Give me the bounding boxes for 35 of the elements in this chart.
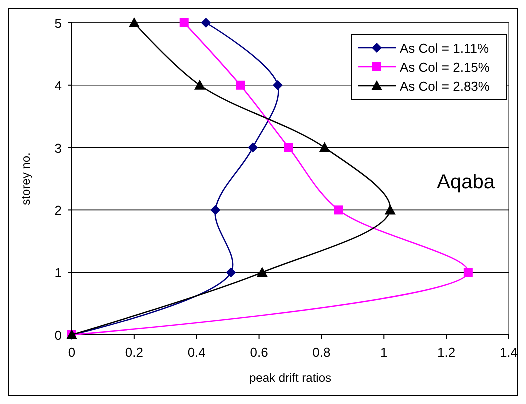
y-tick-label: 3 <box>54 140 62 156</box>
x-tick-label: 0.2 <box>125 345 144 360</box>
point <box>256 267 268 278</box>
x-tick-label: 0 <box>68 345 76 360</box>
y-axis-title: storey no. <box>19 152 33 206</box>
legend-label: As Col = 1.11% <box>400 41 490 56</box>
point <box>210 205 221 216</box>
point <box>273 80 284 90</box>
x-tick-label: 1.4 <box>500 345 518 360</box>
y-tick-label: 0 <box>54 328 62 343</box>
point <box>128 18 140 28</box>
x-tick-label: 0.4 <box>188 345 206 360</box>
y-tick-label: 1 <box>54 266 62 281</box>
y-tick-label: 4 <box>54 78 62 94</box>
point <box>464 268 473 278</box>
point <box>194 80 206 90</box>
point <box>226 268 236 278</box>
point <box>180 18 189 28</box>
point <box>284 143 294 152</box>
point <box>248 142 258 153</box>
point <box>201 18 212 28</box>
point <box>384 204 396 215</box>
x-tick-label: 0.6 <box>250 345 268 360</box>
x-axis-title: peak drift ratios <box>249 371 332 385</box>
y-tick-label: 2 <box>54 203 62 218</box>
point <box>334 206 344 215</box>
point <box>319 142 330 152</box>
legend-label: As Col = 2.83% <box>400 79 490 94</box>
annotation: Aqaba <box>437 171 496 194</box>
x-tick-label: 1.2 <box>438 345 456 360</box>
x-tick-label: 0.8 <box>312 345 331 360</box>
point <box>236 80 246 90</box>
y-tick-label: 5 <box>54 16 62 31</box>
legend-label: As Col = 2.15% <box>400 60 490 75</box>
x-tick-label: 1 <box>380 345 388 360</box>
